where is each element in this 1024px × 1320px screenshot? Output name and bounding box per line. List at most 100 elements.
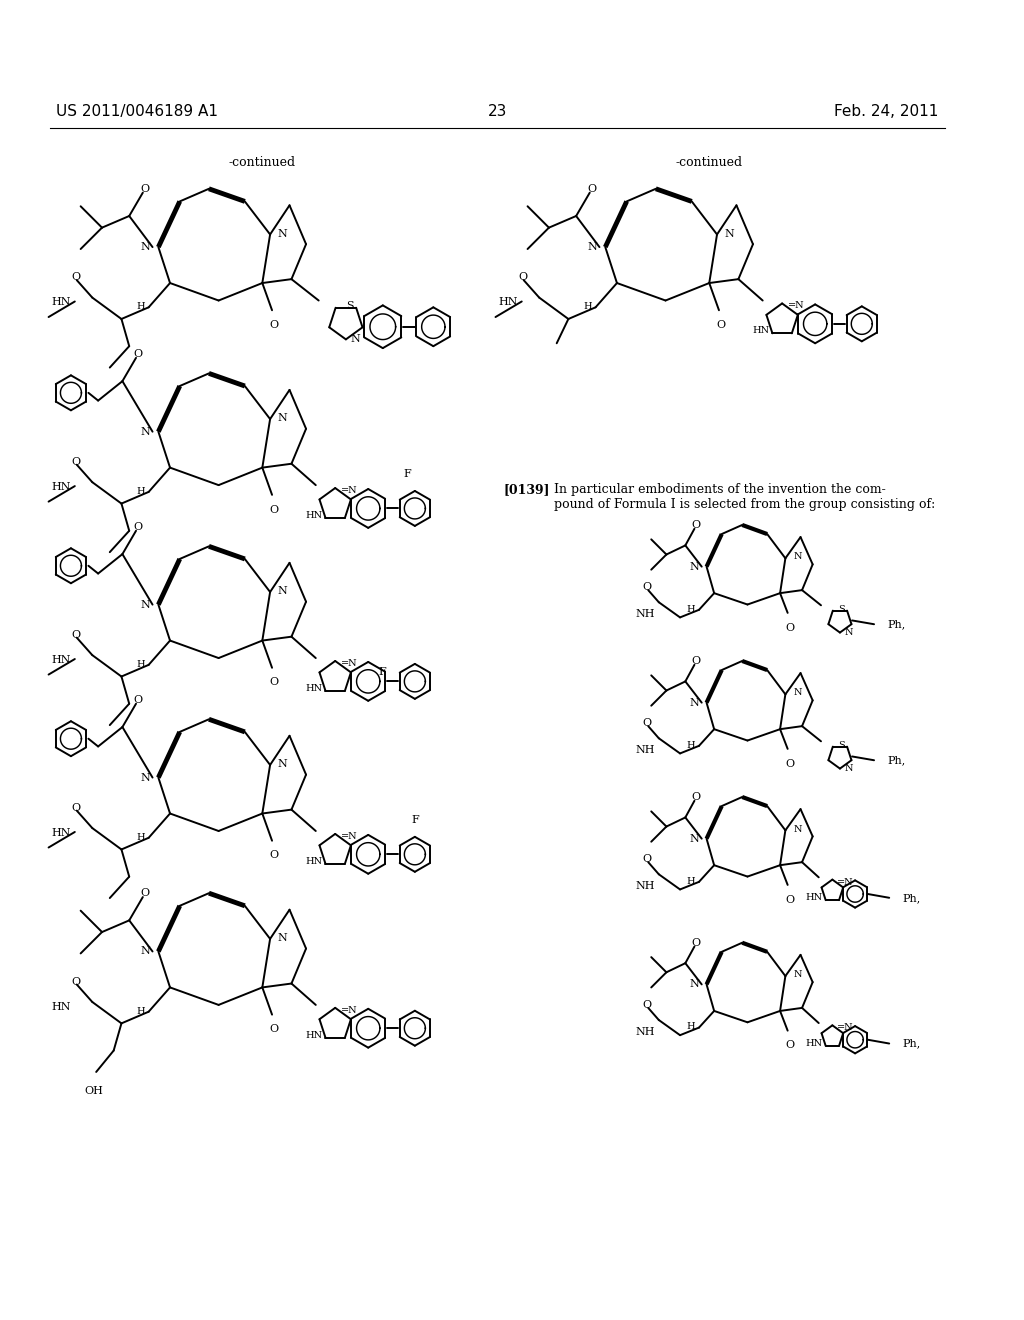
Text: Ph,: Ph, [903, 892, 921, 903]
Text: O: O [72, 272, 80, 282]
Text: N: N [588, 242, 598, 252]
Text: NH: NH [636, 609, 655, 619]
Text: O: O [717, 319, 725, 330]
Text: N: N [278, 759, 288, 770]
Text: NH: NH [636, 744, 655, 755]
Text: Ph,: Ph, [888, 619, 906, 630]
Text: N: N [689, 561, 698, 572]
Text: O: O [785, 895, 795, 904]
Text: H: H [686, 876, 695, 886]
Text: S: S [839, 741, 845, 750]
Text: =N: =N [838, 878, 854, 887]
Text: O: O [643, 1001, 652, 1010]
Text: OH: OH [85, 1085, 103, 1096]
Text: S: S [346, 301, 354, 310]
Text: N: N [794, 970, 802, 979]
Text: S: S [839, 605, 845, 614]
Text: O: O [643, 582, 652, 593]
Text: N: N [794, 553, 802, 561]
Text: O: O [785, 759, 795, 768]
Text: =N: =N [341, 659, 357, 668]
Text: O: O [72, 457, 80, 467]
Text: HN: HN [51, 828, 71, 838]
Text: O: O [269, 1024, 279, 1035]
Text: O: O [133, 521, 142, 532]
Text: HN: HN [305, 857, 323, 866]
Text: O: O [269, 504, 279, 515]
Text: N: N [845, 628, 853, 638]
Text: O: O [140, 888, 150, 899]
Text: N: N [689, 834, 698, 843]
Text: Ph,: Ph, [888, 755, 906, 766]
Text: N: N [141, 426, 151, 437]
Text: N: N [278, 933, 288, 942]
Text: O: O [785, 623, 795, 632]
Text: O: O [643, 854, 652, 865]
Text: HN: HN [51, 655, 71, 665]
Text: H: H [686, 1023, 695, 1031]
Text: =N: =N [838, 1023, 854, 1032]
Text: N: N [725, 228, 734, 239]
Text: NH: NH [636, 1027, 655, 1036]
Text: HN: HN [806, 1039, 822, 1048]
Text: [0139]: [0139] [503, 483, 550, 496]
Text: HN: HN [305, 684, 323, 693]
Text: N: N [794, 825, 802, 833]
Text: F: F [378, 667, 386, 677]
Text: N: N [845, 764, 853, 774]
Text: HN: HN [51, 482, 71, 492]
Text: O: O [140, 183, 150, 194]
Text: HN: HN [806, 894, 822, 902]
Text: O: O [692, 656, 701, 667]
Text: =N: =N [787, 301, 805, 310]
Text: Ph,: Ph, [903, 1039, 921, 1048]
Text: HN: HN [305, 511, 323, 520]
Text: H: H [686, 741, 695, 750]
Text: N: N [141, 599, 151, 610]
Text: O: O [72, 630, 80, 640]
Text: N: N [794, 689, 802, 697]
Text: NH: NH [636, 880, 655, 891]
Text: N: N [278, 413, 288, 424]
Text: F: F [403, 470, 411, 479]
Text: N: N [278, 586, 288, 597]
Text: O: O [785, 1040, 795, 1051]
Text: N: N [278, 228, 288, 239]
Text: N: N [351, 334, 360, 345]
Text: O: O [587, 183, 596, 194]
Text: =N: =N [341, 832, 357, 841]
Text: In particular embodiments of the invention the com-
pound of Formula I is select: In particular embodiments of the inventi… [554, 483, 935, 511]
Text: N: N [141, 772, 151, 783]
Text: H: H [583, 302, 592, 312]
Text: O: O [692, 520, 701, 531]
Text: -continued: -continued [676, 156, 742, 169]
Text: H: H [136, 302, 144, 312]
Text: O: O [692, 937, 701, 948]
Text: H: H [136, 660, 144, 669]
Text: O: O [269, 677, 279, 688]
Text: O: O [269, 319, 279, 330]
Text: HN: HN [499, 297, 518, 308]
Text: -continued: -continued [228, 156, 296, 169]
Text: H: H [136, 487, 144, 496]
Text: N: N [689, 698, 698, 708]
Text: H: H [136, 833, 144, 842]
Text: O: O [72, 803, 80, 813]
Text: O: O [133, 694, 142, 705]
Text: =N: =N [341, 1006, 357, 1015]
Text: O: O [72, 977, 80, 987]
Text: O: O [269, 850, 279, 861]
Text: H: H [686, 605, 695, 614]
Text: F: F [411, 816, 419, 825]
Text: N: N [141, 242, 151, 252]
Text: N: N [689, 979, 698, 990]
Text: Feb. 24, 2011: Feb. 24, 2011 [835, 103, 939, 119]
Text: =N: =N [341, 486, 357, 495]
Text: O: O [518, 272, 527, 282]
Text: O: O [692, 792, 701, 803]
Text: HN: HN [305, 1031, 323, 1040]
Text: H: H [136, 1007, 144, 1015]
Text: HN: HN [51, 1002, 71, 1012]
Text: 23: 23 [487, 103, 507, 119]
Text: N: N [141, 946, 151, 957]
